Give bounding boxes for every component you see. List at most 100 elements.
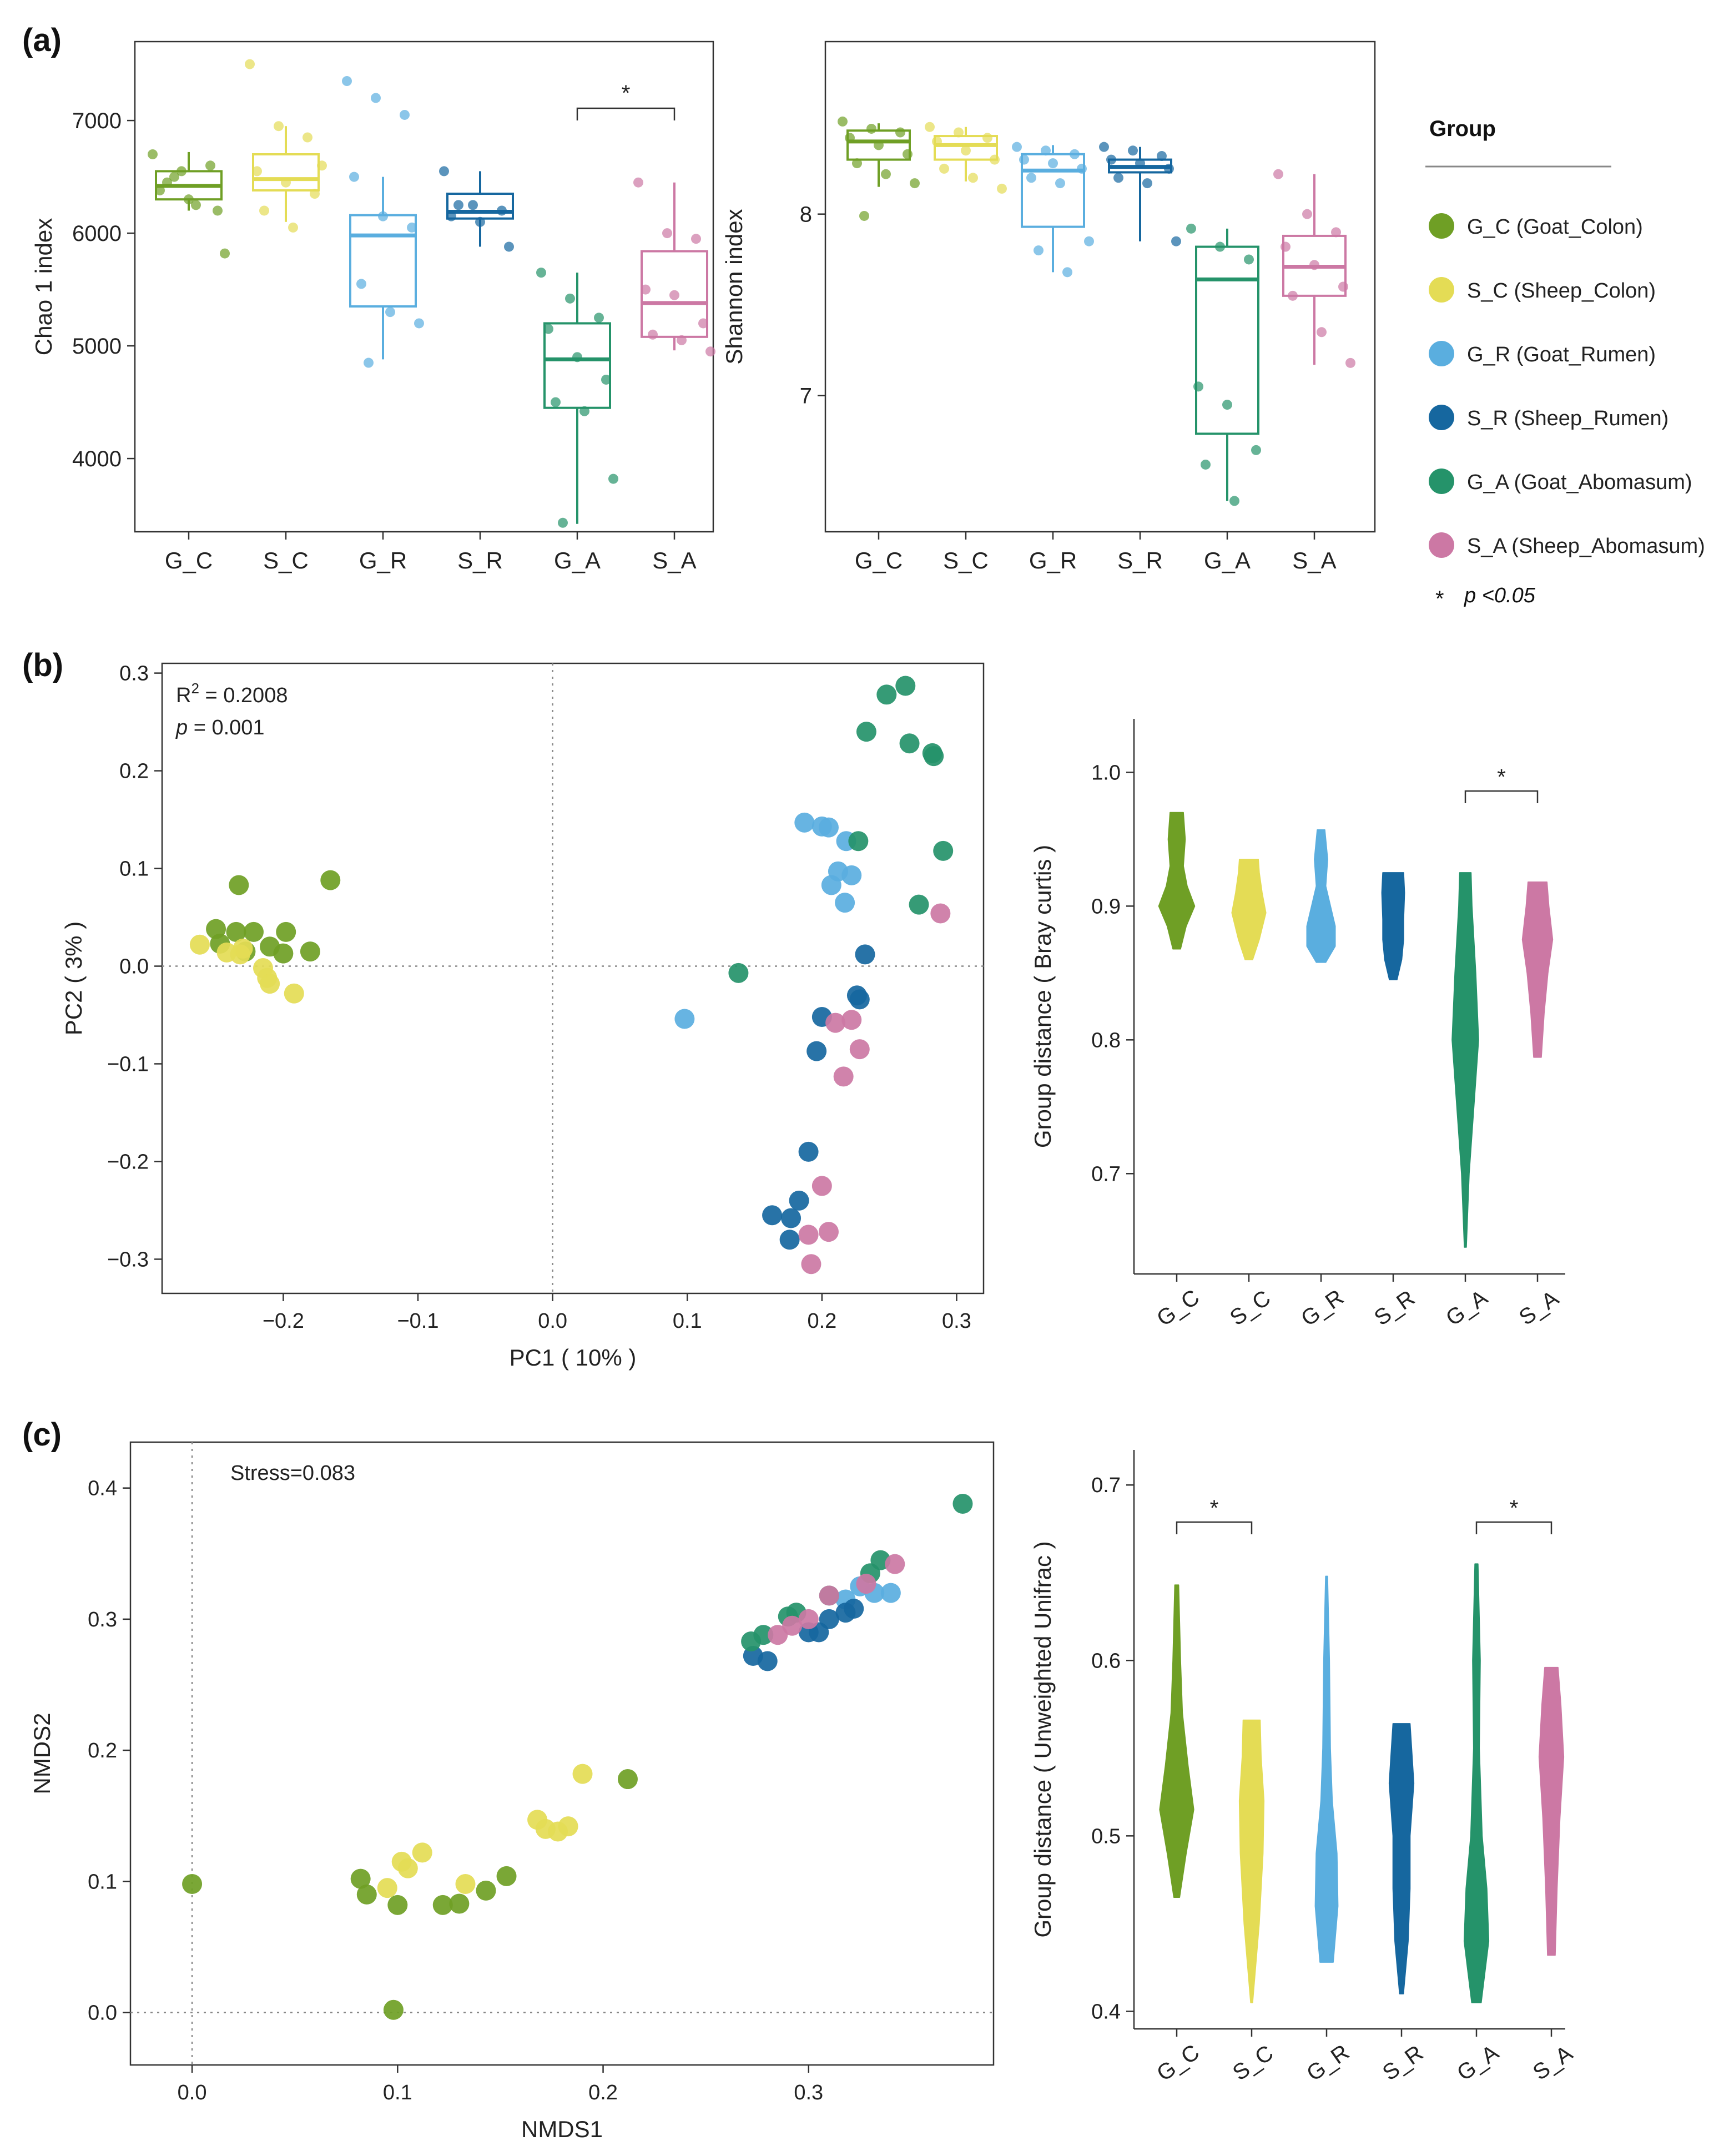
data-point	[288, 222, 298, 233]
data-point-G_R	[835, 893, 855, 913]
data-point	[1084, 236, 1094, 246]
legend-swatch-S_C	[1429, 277, 1454, 303]
data-point	[1135, 158, 1145, 169]
panel-label-a: (a)	[22, 22, 62, 58]
data-point	[1302, 209, 1312, 219]
data-point	[252, 166, 262, 177]
data-point-G_C	[476, 1880, 496, 1901]
x-tick-label: G_A	[1441, 1285, 1492, 1331]
y-tick-label: 0.0	[119, 955, 149, 979]
y-tick-label: 0.1	[88, 1870, 117, 1893]
y-tick-label: 7000	[72, 109, 122, 133]
data-point-G_R	[794, 812, 815, 833]
x-tick-label: 0.2	[807, 1309, 836, 1333]
data-point	[1019, 154, 1029, 165]
data-point-G_A	[952, 1494, 973, 1514]
data-point-S_A	[768, 1625, 788, 1645]
data-point	[1026, 173, 1036, 183]
data-point-G_R	[674, 1009, 695, 1029]
legend-swatch-S_R	[1429, 405, 1454, 430]
data-point	[213, 205, 223, 216]
x-tick-label: −0.2	[263, 1309, 304, 1333]
data-point	[475, 216, 485, 227]
y-tick-label: 5000	[72, 334, 122, 359]
data-point-S_A	[856, 1574, 876, 1594]
data-point-G_C	[350, 1868, 371, 1889]
data-point-S_C	[260, 974, 280, 994]
data-point	[446, 211, 456, 221]
data-point-G_A	[753, 1625, 774, 1645]
data-point	[1222, 400, 1232, 410]
x-tick-label: 0.1	[673, 1309, 702, 1333]
data-point-S_C	[455, 1874, 476, 1895]
plot-frame	[824, 41, 1376, 533]
data-point-S_A	[782, 1615, 803, 1636]
violin-G_C	[1159, 1584, 1194, 1898]
y-tick-label: 1.0	[1091, 761, 1121, 784]
data-point	[1171, 236, 1181, 246]
data-point	[881, 169, 891, 179]
data-point-S_R	[855, 944, 875, 965]
data-point	[1193, 381, 1203, 392]
plot-frame	[134, 41, 714, 533]
x-tick-label: S_R	[1378, 2041, 1428, 2086]
data-point	[378, 211, 388, 221]
legend-swatch-G_A	[1429, 469, 1454, 494]
legend-label-S_R: S_R (Sheep_Rumen)	[1467, 407, 1668, 430]
violin-S_R	[1381, 872, 1405, 980]
data-point	[259, 205, 269, 216]
data-point	[997, 183, 1007, 194]
x-tick-label: S_C	[1228, 2041, 1278, 2086]
data-point	[1288, 290, 1298, 301]
data-point-G_C	[496, 1866, 517, 1886]
data-point	[968, 173, 978, 183]
data-point-G_C	[449, 1893, 470, 1914]
x-tick-label: S_R	[1370, 1286, 1419, 1331]
data-point-G_C	[356, 1884, 377, 1905]
data-point-S_A	[798, 1225, 819, 1245]
violin-G_A	[1451, 872, 1479, 1248]
legend-title: Group	[1429, 117, 1496, 141]
panel-label-b: (b)	[22, 647, 63, 683]
p-value-annotation: p = 0.001	[175, 716, 265, 739]
data-point	[162, 177, 172, 188]
significance-star: *	[622, 81, 631, 105]
data-point	[1309, 260, 1319, 270]
x-tick-label: G_C	[855, 547, 903, 573]
data-point-S_A	[811, 1176, 832, 1196]
significance-bracket	[1176, 1521, 1253, 1534]
data-point	[303, 132, 312, 143]
data-point	[961, 145, 971, 156]
legend-label-G_R: G_R (Goat_Rumen)	[1467, 343, 1656, 366]
x-tick-label: 0.0	[538, 1309, 567, 1333]
data-point-S_C	[397, 1858, 418, 1878]
data-point-G_C	[243, 921, 264, 942]
data-point	[1041, 145, 1051, 156]
legend-sig-text: p <0.05	[1464, 584, 1536, 607]
violin-S_C	[1231, 859, 1267, 960]
data-point	[903, 149, 913, 159]
data-point	[497, 205, 507, 216]
data-point	[662, 228, 672, 239]
violin-G_A	[1463, 1563, 1490, 2003]
data-point	[1077, 163, 1087, 174]
data-point-G_A	[728, 963, 749, 983]
data-point	[1345, 357, 1355, 368]
data-point	[925, 122, 935, 132]
data-point	[1106, 154, 1116, 165]
data-point	[572, 352, 582, 362]
y-tick-label: 0.5	[1091, 1825, 1121, 1848]
x-tick-label: G_C	[1152, 1285, 1204, 1331]
x-tick-label: S_A	[1529, 2041, 1577, 2085]
bray-curtis-violin: 0.7 0.8 0.9 1.0 Group distance ( Bray curtis…	[1030, 719, 1565, 1331]
data-point-G_C	[320, 870, 341, 890]
data-point	[939, 163, 949, 174]
y-tick-label: 0.2	[88, 1739, 117, 1762]
data-point	[169, 172, 179, 182]
data-point	[400, 109, 410, 120]
data-point-S_A	[798, 1609, 819, 1629]
y-tick-label: 8	[800, 203, 812, 227]
y-axis-label: Group distance ( Bray curtis )	[1030, 845, 1056, 1148]
data-point-S_R	[806, 1041, 827, 1061]
